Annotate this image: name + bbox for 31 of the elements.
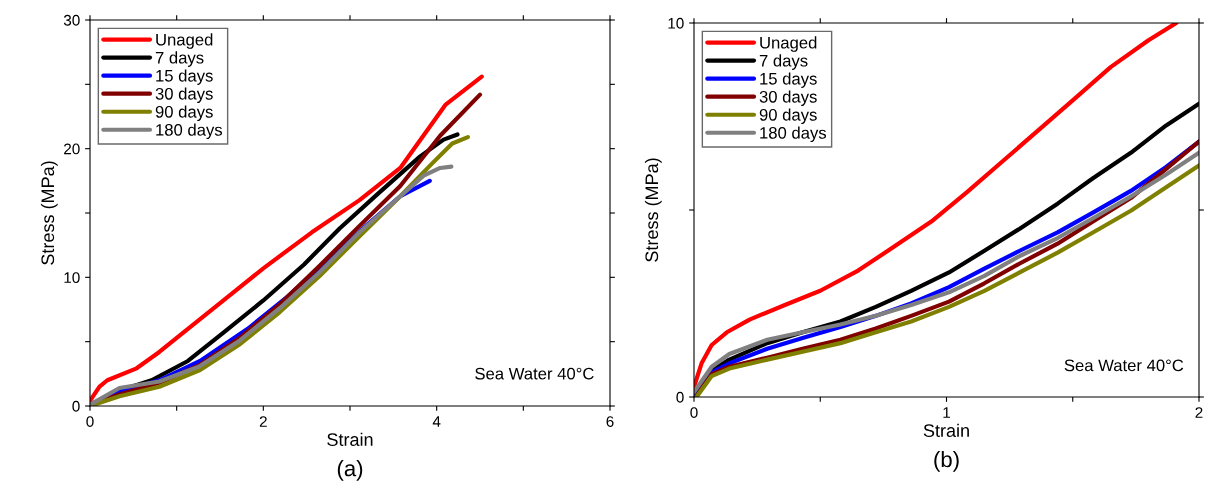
legend-label: 7 days [155, 51, 204, 67]
y-axis-title: Stress (MPa) [644, 158, 662, 262]
y-tick-label: 10 [668, 17, 684, 29]
x-axis-title: Strain [327, 432, 373, 446]
y-tick-label: 20 [64, 143, 80, 155]
x-tick-label: 0 [690, 407, 698, 418]
legend-label: 30 days [759, 90, 817, 106]
x-tick-label: 1 [943, 407, 950, 418]
legend-label: 90 days [155, 105, 213, 122]
x-axis-title: Strain [923, 423, 969, 437]
legend-label: 15 days [760, 72, 817, 88]
x-tick-label: 6 [606, 416, 614, 427]
x-tick-label: 4 [432, 416, 441, 427]
legend-label: 7 days [759, 54, 808, 70]
y-axis-title: Stress (MPa) [40, 161, 58, 265]
y-tick-label: 10 [64, 272, 80, 284]
legend-label: 30 days [155, 87, 213, 103]
legend-label: 180 days [156, 123, 223, 140]
annotation: Sea Water 40°C [475, 367, 594, 380]
x-tick-label: 2 [1195, 407, 1203, 418]
y-tick-label: 30 [63, 14, 80, 26]
legend-label: 90 days [759, 108, 817, 125]
legend-label: Unaged [156, 33, 213, 49]
legend-label: 180 days [760, 126, 827, 143]
text: (b) [934, 451, 959, 472]
annotation: Sea Water 40°C [1064, 359, 1184, 372]
legend-label: Unaged [760, 36, 817, 52]
x-tick-label: 0 [86, 416, 94, 427]
legend-label: 15 days [156, 69, 213, 85]
x-tick-label: 2 [259, 416, 267, 427]
text: (a) [337, 460, 363, 481]
